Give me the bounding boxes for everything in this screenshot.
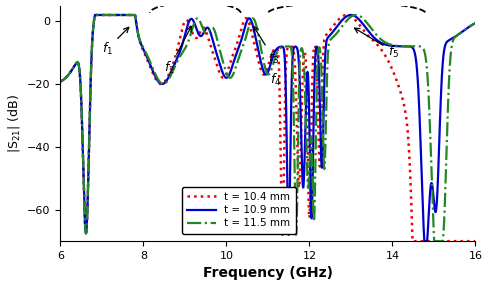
t = 11.5 mm xyxy=(58,80,63,83)
X-axis label: Frequency (GHz): Frequency (GHz) xyxy=(203,267,333,281)
t = 10.9 mm xyxy=(58,80,63,83)
t = 10.9 mm xyxy=(217,62,223,65)
t = 10.4 mm xyxy=(235,40,241,43)
t = 10.9 mm xyxy=(422,239,427,243)
t = 11.5 mm xyxy=(217,48,223,51)
Line: t = 10.9 mm: t = 10.9 mm xyxy=(61,15,475,241)
Text: $f_4$: $f_4$ xyxy=(270,72,282,88)
Text: $f_3$: $f_3$ xyxy=(253,26,279,66)
t = 10.4 mm xyxy=(129,13,135,17)
Text: $f_2$: $f_2$ xyxy=(164,27,191,76)
t = 10.9 mm xyxy=(472,21,478,25)
Legend: t = 10.4 mm, t = 10.9 mm, t = 11.5 mm: t = 10.4 mm, t = 10.9 mm, t = 11.5 mm xyxy=(182,187,296,234)
t = 11.5 mm xyxy=(129,13,135,17)
t = 10.9 mm xyxy=(129,13,135,17)
t = 11.5 mm xyxy=(472,21,478,25)
t = 10.4 mm xyxy=(472,239,478,243)
t = 11.5 mm xyxy=(105,13,111,17)
t = 10.4 mm xyxy=(465,239,470,243)
t = 10.4 mm xyxy=(105,13,111,17)
t = 10.9 mm xyxy=(465,26,470,29)
t = 10.9 mm xyxy=(92,13,98,17)
t = 11.5 mm xyxy=(420,46,426,49)
t = 10.4 mm xyxy=(92,13,98,17)
Text: $f_5$: $f_5$ xyxy=(354,28,400,60)
t = 10.4 mm xyxy=(58,80,63,83)
Line: t = 11.5 mm: t = 11.5 mm xyxy=(61,15,475,241)
Line: t = 10.4 mm: t = 10.4 mm xyxy=(61,15,475,241)
t = 10.9 mm xyxy=(235,49,241,52)
t = 10.4 mm xyxy=(420,239,426,243)
t = 10.9 mm xyxy=(420,204,426,207)
t = 10.4 mm xyxy=(217,71,223,75)
t = 11.5 mm xyxy=(92,13,98,17)
t = 10.4 mm xyxy=(409,239,415,243)
Text: $f_1$: $f_1$ xyxy=(102,27,129,57)
t = 11.5 mm xyxy=(431,239,437,243)
t = 11.5 mm xyxy=(235,59,241,63)
Y-axis label: |S$_{21}$| (dB): |S$_{21}$| (dB) xyxy=(5,94,21,153)
t = 11.5 mm xyxy=(465,26,470,29)
t = 10.9 mm xyxy=(105,13,111,17)
